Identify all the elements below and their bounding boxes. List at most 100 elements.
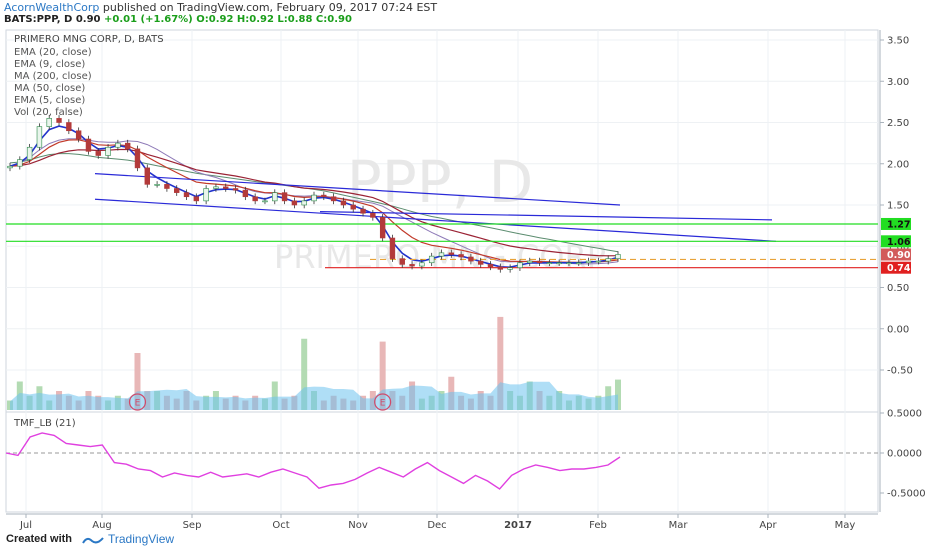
- candle-body: [232, 188, 239, 191]
- volume-bar: [379, 341, 386, 410]
- candle-body: [56, 118, 62, 123]
- tmf-layer: TMF_LB (21): [5, 418, 878, 490]
- time-tick-label: Feb: [589, 520, 607, 530]
- watermark-ticker: PPP, D: [347, 148, 533, 216]
- ohlc-values: O:0.92 H:0.92 L:0.88 C:0.90: [196, 14, 352, 25]
- footer: Created with TradingView: [0, 530, 932, 550]
- candle-body: [252, 196, 258, 202]
- candle-body: [428, 255, 435, 264]
- publish-line: AcornWealthCorp published on TradingView…: [4, 1, 437, 14]
- candle-body: [183, 192, 190, 198]
- candle-body: [144, 167, 150, 185]
- candle-body: [566, 262, 572, 265]
- candle-body: [281, 192, 288, 202]
- price-tick-label: 0.50: [887, 283, 909, 294]
- time-tick-label: 2017: [504, 520, 532, 530]
- price-label-text: 1.06: [887, 237, 911, 248]
- volume-bar: [134, 353, 141, 410]
- candle-body: [203, 188, 209, 202]
- legend-indicator: Vol (20, false): [14, 107, 83, 118]
- candle-body: [360, 208, 366, 214]
- published-text: published on TradingView.com, February 0…: [102, 1, 438, 14]
- candle-body: [46, 118, 52, 127]
- candle-body: [115, 142, 121, 148]
- grid-layer: [5, 29, 879, 513]
- time-tick-label: Jul: [19, 520, 32, 530]
- candle-body: [615, 254, 621, 259]
- tmf-title: TMF_LB (21): [13, 418, 76, 429]
- candle-body: [517, 262, 523, 268]
- volume-ma-area: [10, 381, 618, 410]
- earnings-marker-circle: [128, 393, 147, 411]
- price-label-text: 1.27: [887, 219, 910, 230]
- candle-body: [448, 252, 454, 255]
- candle-body: [497, 266, 504, 270]
- candle-body: [399, 258, 405, 265]
- candle-body: [389, 237, 396, 259]
- legend-indicator: MA (200, close): [14, 71, 92, 82]
- candle-body: [124, 142, 131, 150]
- time-tick-label: May: [835, 520, 856, 530]
- tradingview-logo-icon: [82, 537, 104, 544]
- quote-line: BATS:PPP, D 0.90 +0.01 (+1.67%) O:0.92 H…: [4, 14, 352, 25]
- candle-body: [546, 262, 553, 265]
- price-tick-label: 3.00: [887, 77, 909, 88]
- ema20-line: [9, 148, 619, 257]
- candle-body: [66, 122, 72, 132]
- price-tick-label: 0.00: [887, 324, 909, 335]
- price-label-box: [881, 261, 911, 274]
- time-tick-label: Apr: [759, 520, 777, 530]
- candle-body: [458, 254, 464, 258]
- axes-layer: 3.503.002.502.001.501.000.500.00-0.500.5…: [6, 30, 926, 530]
- symbol-label: BATS:PPP, D: [4, 14, 73, 25]
- candle-body: [164, 184, 170, 189]
- candle-body: [507, 267, 513, 270]
- candle-body: [468, 256, 474, 262]
- candles-layer: [7, 115, 621, 273]
- candle-body: [272, 192, 278, 202]
- candle-body: [350, 204, 356, 210]
- price-label-text: 0.74: [887, 263, 911, 274]
- trend-line-lower: [94, 198, 777, 242]
- candle-body: [330, 196, 337, 202]
- tmf-line: [5, 432, 621, 490]
- candle-body: [536, 260, 543, 264]
- candle-body: [262, 200, 268, 203]
- earnings-marker-label: E: [135, 399, 141, 409]
- candle-body: [438, 252, 445, 257]
- candle-body: [419, 262, 425, 267]
- time-tick-label: Dec: [427, 520, 446, 530]
- candle-body: [85, 138, 92, 152]
- author-link[interactable]: AcornWealthCorp: [4, 1, 100, 14]
- candle-body: [291, 200, 298, 206]
- candle-body: [95, 151, 101, 156]
- candle-body: [527, 260, 533, 264]
- candle-body: [223, 186, 229, 189]
- legend-indicator: EMA (20, close): [14, 47, 92, 58]
- price-label-box: [881, 217, 911, 230]
- tmf-panel-frame: [5, 411, 879, 513]
- footer-brand[interactable]: TradingView: [82, 532, 174, 546]
- candle-body: [556, 262, 562, 265]
- price-tick-label: 1.50: [887, 201, 909, 212]
- legend-title: PRIMERO MNG CORP, D, BATS: [14, 34, 164, 45]
- time-tick-label: Aug: [92, 520, 112, 530]
- legend-layer: PRIMERO MNG CORP, D, BATS EMA (20, close…: [14, 34, 164, 118]
- candle-body: [605, 258, 611, 262]
- candle-body: [321, 194, 327, 198]
- candle-body: [576, 262, 582, 265]
- time-tick-label: Nov: [348, 520, 368, 530]
- tmf-tick-label: 0.0000: [887, 449, 922, 460]
- candle-body: [487, 264, 494, 268]
- earnings-marker-label: E: [380, 399, 386, 409]
- tmf-tick-label: 0.5000: [887, 409, 922, 420]
- trend-line-mid: [319, 211, 773, 221]
- last-price: 0.90: [75, 14, 101, 25]
- candle-body: [105, 146, 111, 156]
- time-tick-label: Mar: [669, 520, 689, 530]
- candle-body: [340, 200, 347, 206]
- price-tick-label: -0.50: [887, 366, 913, 377]
- candle-body: [595, 260, 602, 263]
- candle-body: [174, 188, 180, 193]
